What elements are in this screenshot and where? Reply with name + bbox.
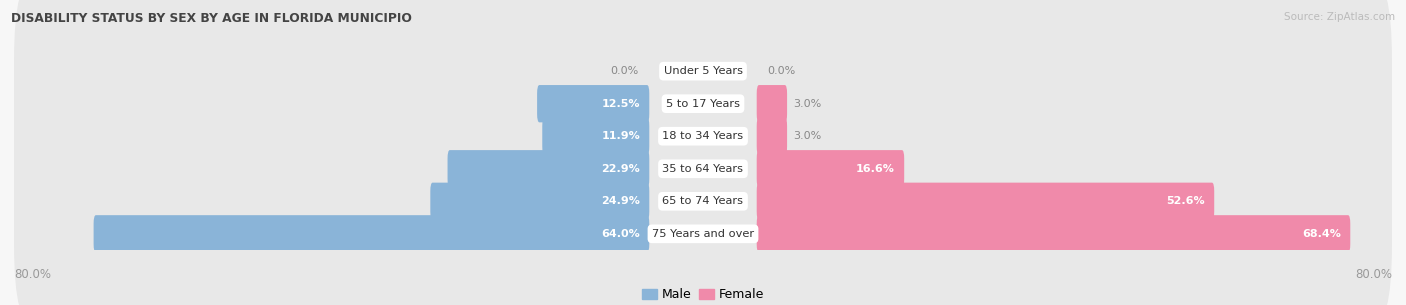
Text: 22.9%: 22.9% <box>602 164 640 174</box>
Text: 80.0%: 80.0% <box>1355 268 1392 281</box>
FancyBboxPatch shape <box>430 183 650 220</box>
FancyBboxPatch shape <box>756 183 1215 220</box>
FancyBboxPatch shape <box>14 75 1392 263</box>
Text: 52.6%: 52.6% <box>1167 196 1205 206</box>
FancyBboxPatch shape <box>14 42 1392 230</box>
Text: 11.9%: 11.9% <box>602 131 640 141</box>
Text: 24.9%: 24.9% <box>602 196 640 206</box>
Text: 0.0%: 0.0% <box>768 66 796 76</box>
FancyBboxPatch shape <box>543 117 650 155</box>
Text: 5 to 17 Years: 5 to 17 Years <box>666 99 740 109</box>
FancyBboxPatch shape <box>447 150 650 188</box>
Text: 75 Years and over: 75 Years and over <box>652 229 754 239</box>
Text: 65 to 74 Years: 65 to 74 Years <box>662 196 744 206</box>
FancyBboxPatch shape <box>14 0 1392 165</box>
FancyBboxPatch shape <box>756 215 1350 253</box>
Text: 3.0%: 3.0% <box>793 131 821 141</box>
Text: 68.4%: 68.4% <box>1302 229 1341 239</box>
Text: 80.0%: 80.0% <box>14 268 51 281</box>
FancyBboxPatch shape <box>756 85 787 122</box>
FancyBboxPatch shape <box>756 150 904 188</box>
FancyBboxPatch shape <box>94 215 650 253</box>
Text: Source: ZipAtlas.com: Source: ZipAtlas.com <box>1284 12 1395 22</box>
Text: DISABILITY STATUS BY SEX BY AGE IN FLORIDA MUNICIPIO: DISABILITY STATUS BY SEX BY AGE IN FLORI… <box>11 12 412 25</box>
FancyBboxPatch shape <box>756 117 787 155</box>
FancyBboxPatch shape <box>14 108 1392 295</box>
FancyBboxPatch shape <box>14 10 1392 197</box>
Text: 16.6%: 16.6% <box>856 164 896 174</box>
Text: 12.5%: 12.5% <box>602 99 640 109</box>
Text: 3.0%: 3.0% <box>793 99 821 109</box>
Text: 18 to 34 Years: 18 to 34 Years <box>662 131 744 141</box>
Text: 35 to 64 Years: 35 to 64 Years <box>662 164 744 174</box>
FancyBboxPatch shape <box>14 140 1392 305</box>
Text: Under 5 Years: Under 5 Years <box>664 66 742 76</box>
Legend: Male, Female: Male, Female <box>637 283 769 305</box>
Text: 64.0%: 64.0% <box>602 229 640 239</box>
FancyBboxPatch shape <box>537 85 650 122</box>
Text: 0.0%: 0.0% <box>610 66 638 76</box>
